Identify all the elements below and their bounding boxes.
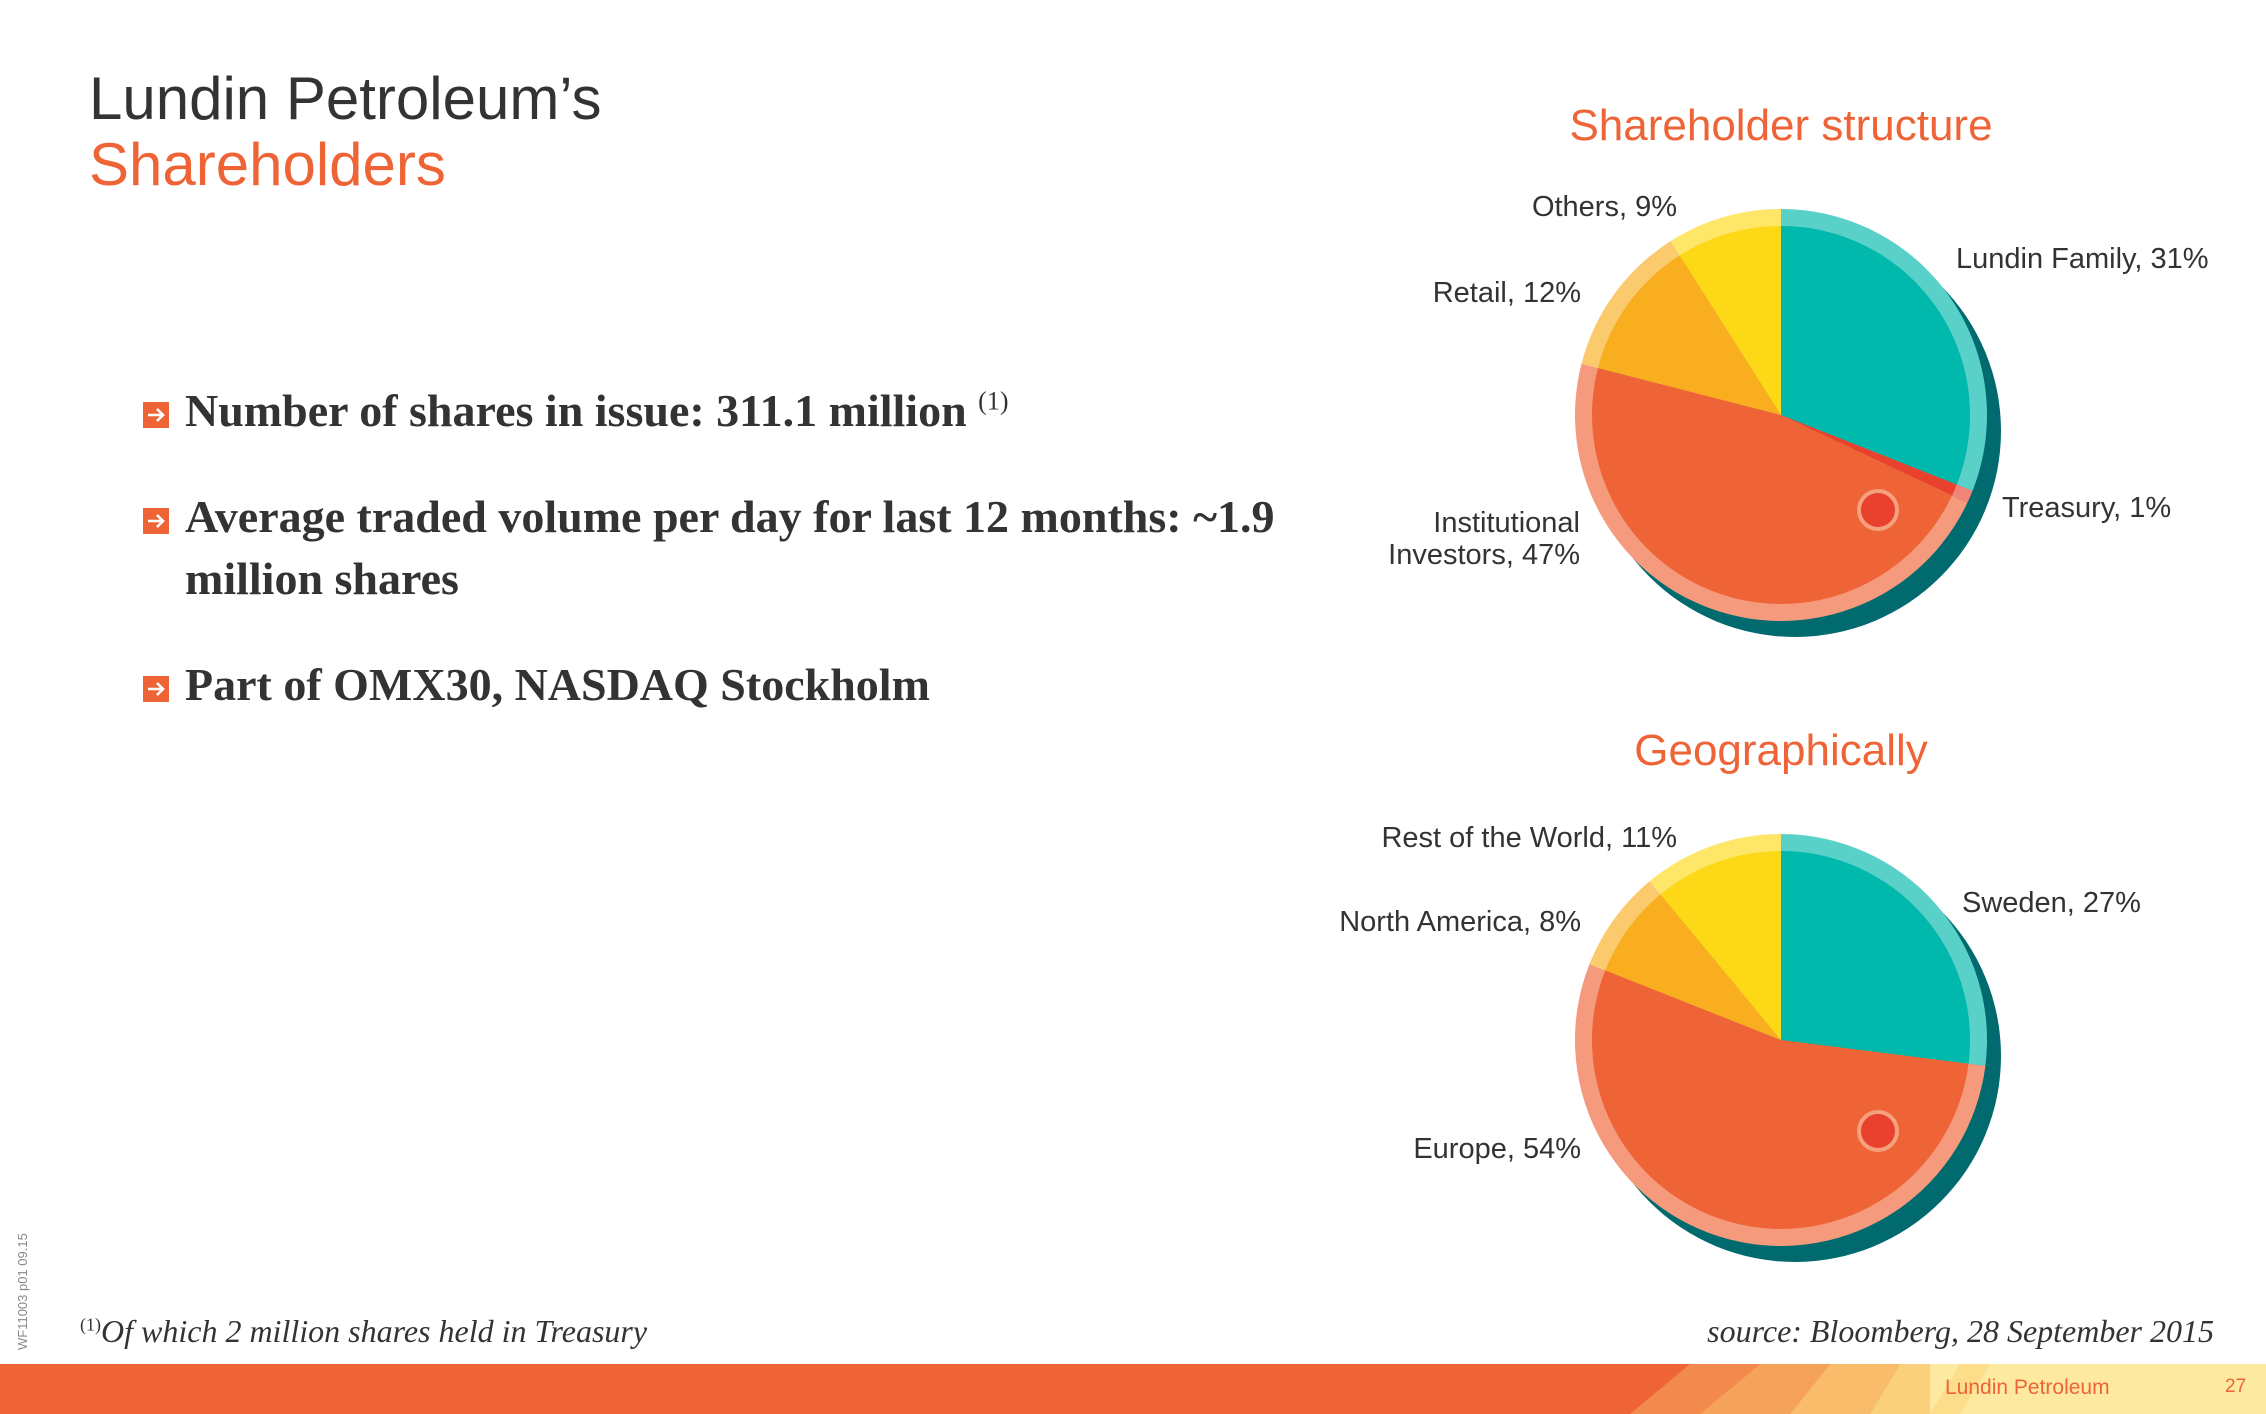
source-note: source: Bloomberg, 28 September 2015 [1707, 1313, 2214, 1349]
slice-label: North America, 8% [1339, 906, 1581, 938]
bullet-text-index: Part of OMX30, NASDAQ Stockholm [185, 659, 930, 710]
footnote-text: Of which 2 million shares held in Treasu… [101, 1313, 648, 1349]
footnote: (1)Of which 2 million shares held in Tre… [80, 1313, 647, 1350]
arrow-bullet-icon [143, 676, 169, 702]
page-title-line2: Shareholders [89, 131, 446, 198]
footer-brand: Lundin Petroleum [1945, 1376, 2110, 1399]
slice-label: Retail, 12% [1433, 277, 1581, 309]
shareholder-structure-pie-chart: Shareholder structure Lundin Family, 31% T… [1388, 101, 2209, 637]
slice-label: Europe, 54% [1413, 1133, 1581, 1165]
arrow-bullet-icon [143, 508, 169, 534]
pie-slice [1781, 415, 1957, 496]
footer-bar [0, 1364, 2266, 1414]
bullet-item-volume: Average traded volume per day for last 1… [140, 486, 1300, 610]
pie-slice [1781, 851, 1971, 1064]
slice-label: Others, 9% [1532, 191, 1677, 223]
bullet-item-index: Part of OMX30, NASDAQ Stockholm [140, 654, 1300, 716]
page-title-line1: Lundin Petroleum’s [89, 65, 602, 132]
bullet-text-volume: Average traded volume per day for last 1… [185, 491, 1275, 604]
slice-label: Treasury, 1% [2002, 492, 2171, 524]
slice-label: Lundin Family, 31% [1956, 243, 2209, 275]
arrow-bullet-icon [143, 402, 169, 428]
page-title: Lundin Petroleum’s Shareholders [89, 66, 602, 198]
bullet-text-shares: Number of shares in issue: 311.1 million [185, 385, 967, 436]
marker-dot [1857, 1110, 1899, 1152]
chart-title: Geographically [1634, 726, 1928, 775]
chart-title: Shareholder structure [1569, 101, 1992, 150]
pie-slice [1592, 368, 1953, 604]
bullet-note-marker: (1) [978, 386, 1009, 416]
pie-slice [1660, 851, 1781, 1040]
marker-dot [1857, 489, 1899, 531]
document-code: WF11003 p01 09.15 [15, 1233, 30, 1350]
slice-label: Institutional Investors, 47% [1388, 507, 1580, 571]
pie-slice [1605, 894, 1781, 1040]
bullet-item-shares: Number of shares in issue: 311.1 million… [140, 380, 1300, 442]
pie-slice [1679, 226, 1781, 415]
geographic-pie-chart: Geographically Sweden, 27% Europe, 54% Nort… [1339, 726, 2141, 1262]
pie-slice [1592, 970, 1969, 1229]
page-number: 27 [2225, 1376, 2247, 1397]
pie-slice [1597, 255, 1781, 415]
slice-label: Rest of the World, 11% [1381, 822, 1677, 854]
bullet-list: Number of shares in issue: 311.1 million… [140, 380, 1300, 760]
slice-label: Sweden, 27% [1962, 887, 2141, 919]
footnote-marker: (1) [80, 1314, 101, 1335]
pie-slice [1781, 226, 1971, 485]
